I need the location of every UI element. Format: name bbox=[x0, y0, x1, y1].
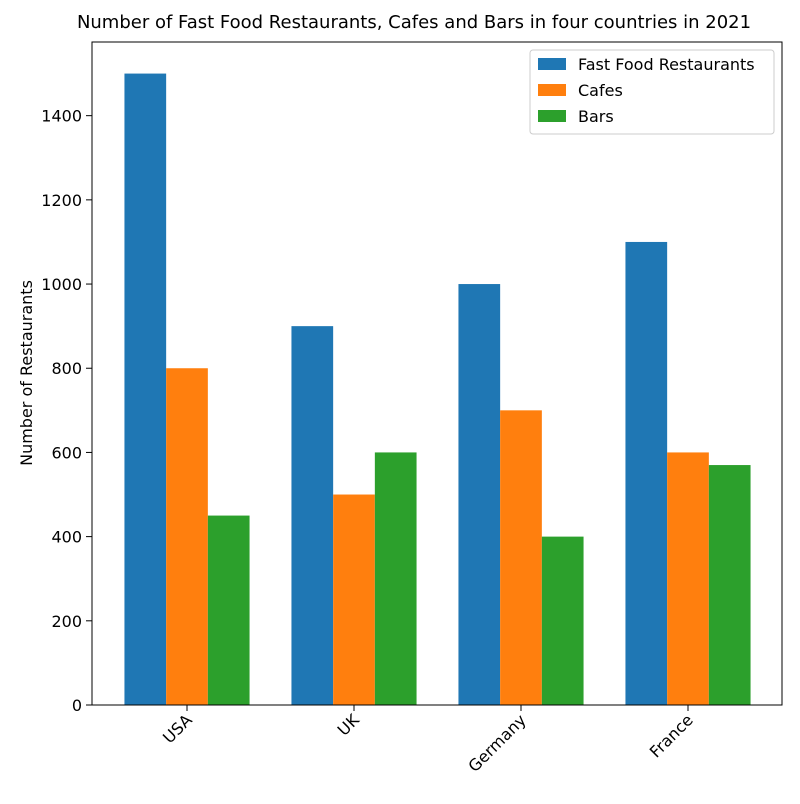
x-tick-label: France bbox=[646, 710, 697, 761]
plot-frame bbox=[91, 41, 783, 706]
legend-swatch bbox=[538, 110, 566, 122]
y-tick-label: 1400 bbox=[41, 107, 82, 126]
x-tick-label: UK bbox=[334, 710, 363, 739]
legend-box bbox=[529, 49, 775, 135]
bar-cafes-france bbox=[667, 452, 709, 705]
bar-bars-usa bbox=[207, 515, 250, 705]
bar-fast-food-restaurants-germany bbox=[458, 284, 501, 705]
y-tick-label: 1200 bbox=[41, 191, 82, 210]
bar-cafes-uk bbox=[333, 494, 375, 705]
legend-swatch bbox=[538, 84, 566, 96]
legend-label: Cafes bbox=[578, 81, 623, 100]
y-tick-label: 800 bbox=[51, 359, 82, 378]
y-tick-label: 1000 bbox=[41, 275, 82, 294]
legend-label: Fast Food Restaurants bbox=[578, 55, 755, 74]
legend-swatch bbox=[538, 58, 566, 70]
y-axis-ticks: 0 200 400 600 800 1000 1200 1400 bbox=[41, 107, 92, 715]
bar-fast-food-restaurants-uk bbox=[291, 326, 334, 705]
chart-title: Number of Fast Food Restaurants, Cafes a… bbox=[77, 12, 751, 33]
y-tick-label: 400 bbox=[51, 528, 82, 547]
bar-bars-france bbox=[708, 465, 751, 705]
x-axis-ticks: USA UK Germany France bbox=[159, 705, 697, 776]
legend: Fast Food Restaurants Cafes Bars bbox=[529, 49, 775, 135]
bar-cafes-usa bbox=[166, 368, 208, 705]
bar-fast-food-restaurants-usa bbox=[124, 73, 167, 706]
legend-label: Bars bbox=[578, 107, 614, 126]
y-tick-label: 200 bbox=[51, 612, 82, 631]
x-tick-label: USA bbox=[159, 710, 196, 747]
bar-cafes-germany bbox=[500, 410, 542, 705]
bar-bars-uk bbox=[374, 452, 417, 705]
x-tick-label: Germany bbox=[464, 710, 529, 775]
y-tick-label: 600 bbox=[51, 443, 82, 462]
bar-fast-food-restaurants-france bbox=[625, 241, 668, 705]
y-tick-label: 0 bbox=[72, 696, 82, 715]
bar-bars-germany bbox=[541, 536, 584, 705]
y-axis-label: Number of Restaurants bbox=[17, 280, 36, 466]
bars-group bbox=[124, 73, 751, 706]
